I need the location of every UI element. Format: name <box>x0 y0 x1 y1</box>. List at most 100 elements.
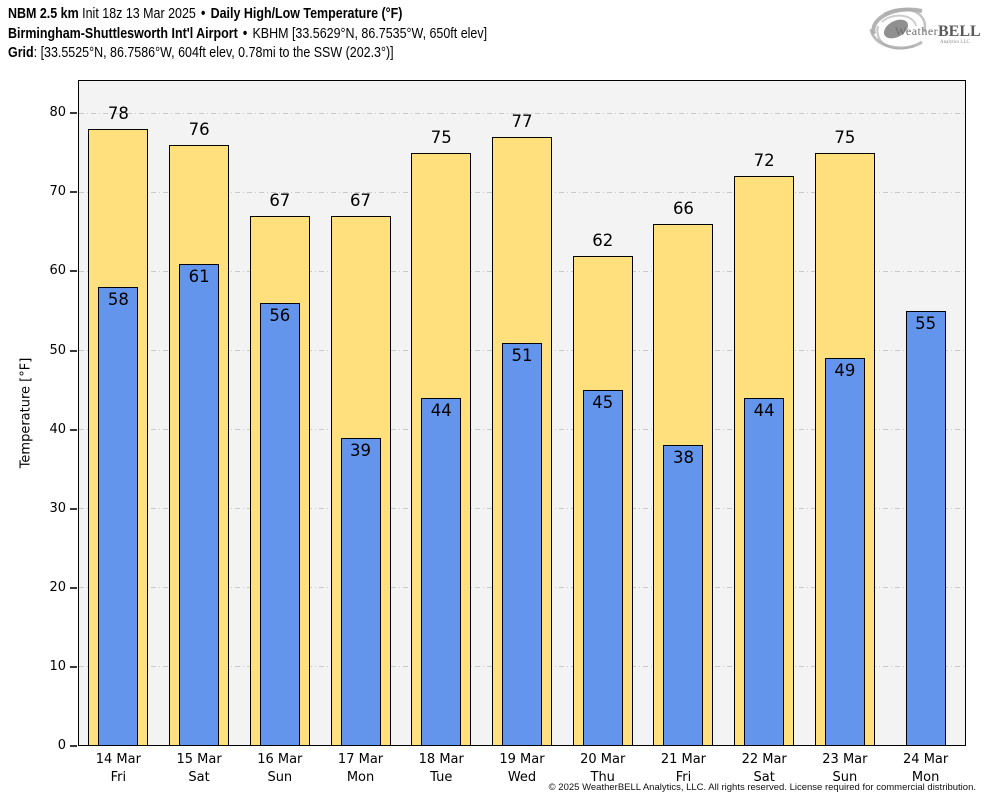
x-tick-day: Wed <box>507 770 537 785</box>
x-tick-label: 18 Mar Tue <box>401 751 482 787</box>
header-line1: NBM 2.5 km Init 18z 13 Mar 2025 • Daily … <box>8 5 487 25</box>
low-bar <box>502 342 542 746</box>
high-value-label: 72 <box>753 151 775 171</box>
station-coordinates: KBHM [33.5629°N, 86.7535°W, 650ft elev] <box>252 25 488 42</box>
y-tick-mark <box>70 507 77 510</box>
x-tick-date: 23 Mar <box>822 752 868 767</box>
high-value-label: 66 <box>672 198 694 218</box>
y-tick-label: 60 <box>49 263 66 279</box>
low-bar <box>663 445 704 746</box>
high-value-label: 75 <box>834 127 856 147</box>
low-value-label: 56 <box>269 306 291 326</box>
low-bar <box>179 263 220 746</box>
high-value-label: 75 <box>430 127 452 147</box>
y-tick-mark <box>70 191 77 194</box>
x-tick-date: 24 Mar <box>903 752 949 767</box>
weatherbell-logo: Weather BELL Analytics LLC <box>869 7 980 50</box>
y-tick-label: 10 <box>49 658 66 674</box>
x-tick-day: Sat <box>188 770 210 785</box>
logo-subtext: Analytics LLC <box>940 40 971 45</box>
x-tick-date: 16 Mar <box>257 752 303 767</box>
x-tick-day: Sun <box>267 770 293 785</box>
x-tick-label: 23 Mar Sun <box>805 751 886 787</box>
y-tick-label: 30 <box>49 500 66 516</box>
low-bar <box>340 437 381 746</box>
x-tick-date: 20 Mar <box>580 752 626 767</box>
chart-header: NBM 2.5 km Init 18z 13 Mar 2025 • Daily … <box>8 5 565 64</box>
high-value-label: 77 <box>511 111 533 131</box>
x-tick-label: 24 Mar Mon <box>885 751 966 787</box>
x-tick-date: 14 Mar <box>95 752 141 767</box>
x-tick-day: Sun <box>832 770 858 785</box>
grid-label: Grid <box>8 45 34 61</box>
low-value-label: 39 <box>350 440 372 460</box>
y-tick-label: 70 <box>49 184 66 200</box>
x-tick-date: 22 Mar <box>741 752 787 767</box>
low-bar <box>259 303 300 746</box>
y-tick-mark <box>70 586 77 589</box>
low-value-label: 51 <box>511 345 533 365</box>
grid-coordinates: : [33.5525°N, 86.7586°W, 604ft elev, 0.7… <box>33 45 394 61</box>
x-tick-label: 20 Mar Thu <box>562 751 643 787</box>
low-value-label: 61 <box>188 266 210 286</box>
x-tick-label: 15 Mar Sat <box>159 751 240 787</box>
x-tick-label: 22 Mar Sat <box>724 751 805 787</box>
y-tick-mark <box>70 745 77 747</box>
init-time: Init 18z 13 Mar 2025 <box>82 6 196 22</box>
x-tick-date: 17 Mar <box>337 752 384 767</box>
x-tick-day: Mon <box>346 770 375 785</box>
swirl-eye <box>883 19 909 39</box>
logo-word-bell: BELL <box>938 23 980 40</box>
low-value-label: 44 <box>430 400 452 420</box>
x-tick-date: 15 Mar <box>176 752 222 767</box>
high-value-label: 62 <box>592 230 614 250</box>
y-tick-mark <box>70 665 77 668</box>
high-value-label: 78 <box>107 104 129 124</box>
x-tick-day: Sat <box>753 770 775 785</box>
x-tick-day: Mon <box>911 770 940 785</box>
low-value-label: 38 <box>672 448 694 468</box>
low-value-label: 44 <box>753 400 775 420</box>
y-tick-label: 0 <box>57 738 66 753</box>
x-tick-date: 18 Mar <box>418 752 464 767</box>
y-tick-label: 80 <box>49 105 66 121</box>
x-tick-label: 16 Mar Sun <box>239 751 320 787</box>
separator-dot: • <box>242 25 248 42</box>
separator-dot: • <box>201 6 206 22</box>
y-tick-label: 20 <box>49 579 66 595</box>
low-value-label: 49 <box>834 361 856 381</box>
x-tick-day: Tue <box>430 770 453 785</box>
y-tick-mark <box>70 428 77 431</box>
low-bar <box>824 358 865 746</box>
high-value-label: 76 <box>188 119 210 139</box>
low-bar <box>582 390 623 746</box>
x-tick-label: 17 Mar Mon <box>320 751 401 787</box>
hurricane-swirl-icon <box>869 7 927 50</box>
x-tick-label: 14 Mar Fri <box>78 751 159 787</box>
y-tick-mark <box>70 270 77 273</box>
y-tick-label: 50 <box>49 342 66 358</box>
x-tick-day: Thu <box>590 770 615 785</box>
high-value-label: 67 <box>350 191 372 211</box>
high-value-label: 67 <box>269 191 291 211</box>
x-tick-day: Fri <box>675 770 692 785</box>
low-bar <box>744 397 785 746</box>
page-title: Daily High/Low Temperature (°F) <box>210 6 403 22</box>
logo-word-weather: Weather <box>895 24 938 38</box>
gridline <box>79 112 965 114</box>
station-name: Birmingham-Shuttlesworth Int'l Airport <box>8 25 238 42</box>
x-tick-label: 21 Mar Fri <box>643 751 724 787</box>
x-tick-date: 21 Mar <box>660 752 707 767</box>
low-value-label: 58 <box>107 290 129 310</box>
low-value-label: 55 <box>915 313 937 333</box>
low-value-label: 45 <box>592 393 614 413</box>
y-tick-mark <box>70 349 77 352</box>
x-tick-label: 19 Mar Wed <box>482 751 563 787</box>
low-bar <box>905 310 946 746</box>
model-name: NBM 2.5 km <box>8 6 79 22</box>
x-tick-day: Fri <box>110 770 127 785</box>
low-bar <box>98 287 139 746</box>
header-line2: Birmingham-Shuttlesworth Int'l Airport •… <box>8 25 487 45</box>
